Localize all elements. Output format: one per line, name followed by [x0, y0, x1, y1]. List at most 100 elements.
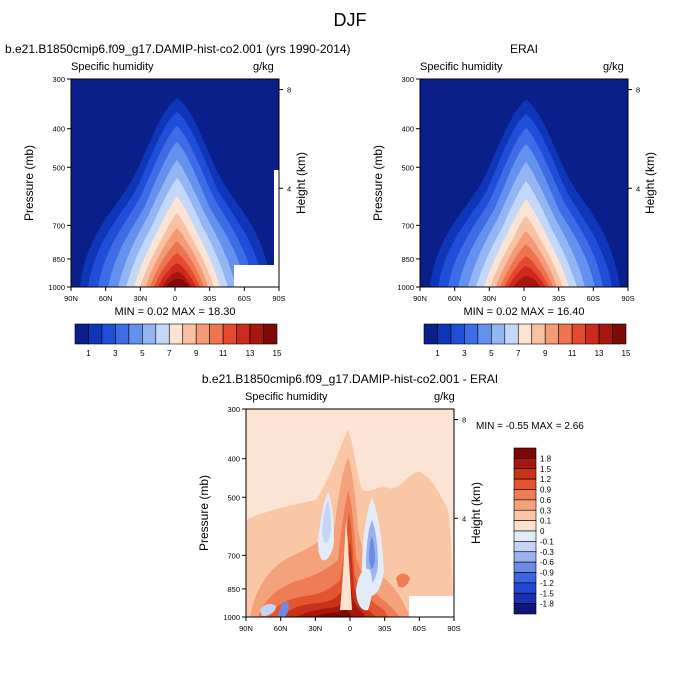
y-tick-label: 1000 [223, 613, 240, 622]
contour-fill [246, 409, 454, 617]
colorbar-swatch [513, 458, 537, 470]
units-label: g/kg [603, 61, 624, 73]
colorbar-swatch [513, 447, 537, 459]
colorbar-label: -0.9 [540, 569, 554, 578]
contour-fill [420, 79, 628, 287]
colorbar-swatch [513, 520, 537, 532]
colorbar-swatch [513, 468, 537, 480]
units-label: g/kg [434, 391, 455, 403]
colorbar-label: 9 [194, 349, 199, 358]
colorbar-label: 0 [540, 527, 545, 536]
y2-tick-label: 4 [462, 514, 466, 523]
x-tick-label: 90N [64, 294, 78, 303]
colorbar-swatch [513, 499, 537, 511]
colorbar-label: 9 [543, 349, 548, 358]
contour-band [369, 536, 375, 569]
y-tick-label: 400 [401, 125, 414, 134]
colorbar-label: 11 [219, 349, 228, 358]
y-tick-label: 1000 [397, 283, 414, 292]
y-tick-label: 850 [401, 255, 414, 264]
y-tick-label: 300 [227, 405, 240, 414]
colorbar-label: 1.5 [540, 465, 552, 474]
contour-band [166, 279, 189, 287]
colorbar-label: 7 [167, 349, 172, 358]
colorbar-label: 7 [516, 349, 521, 358]
units-label: g/kg [253, 61, 274, 73]
x-tick-label: 30N [133, 294, 147, 303]
colorbar-label: 13 [246, 349, 255, 358]
y-tick-label: 850 [227, 585, 240, 594]
y2-axis-title: Height (km) [643, 152, 657, 214]
y2-tick-label: 4 [287, 184, 291, 193]
colorbar-label: -1.8 [540, 600, 554, 609]
y-tick-label: 500 [52, 163, 65, 172]
colorbar-label: 1 [86, 349, 91, 358]
x-tick-label: 60S [238, 294, 251, 303]
x-tick-label: 60S [413, 624, 426, 633]
colorbar-swatch [513, 592, 537, 604]
field-label: Specific humidity [420, 61, 503, 73]
colorbar-label: 1.8 [540, 454, 552, 463]
stats-label: MIN = -0.55 MAX = 2.66 [476, 421, 584, 432]
colorbar-label: 1.2 [540, 475, 552, 484]
field-label: Specific humidity [245, 391, 328, 403]
x-tick-label: 90S [621, 294, 634, 303]
y-tick-label: 700 [401, 221, 414, 230]
colorbar-label: 5 [489, 349, 494, 358]
x-tick-label: 30N [308, 624, 322, 633]
panel-title: b.e21.B1850cmip6.f09_g17.DAMIP-hist-co2.… [5, 42, 351, 56]
stats-label: MIN = 0.02 MAX = 18.30 [114, 306, 236, 318]
contour-band [513, 276, 540, 287]
y-axis-title: Pressure (mb) [371, 145, 385, 221]
y-tick-label: 500 [227, 493, 240, 502]
contour-fill [71, 79, 279, 287]
x-tick-label: 0 [173, 294, 177, 303]
x-tick-label: 60N [274, 624, 288, 633]
colorbar-swatch [513, 561, 537, 573]
y2-tick-label: 8 [287, 86, 291, 95]
x-tick-label: 90N [413, 294, 427, 303]
stats-label: MIN = 0.02 MAX = 16.40 [463, 306, 585, 318]
x-tick-label: 0 [348, 624, 352, 633]
colorbar-label: -0.1 [540, 537, 554, 546]
colorbar-swatch [513, 509, 537, 521]
colorbar-label: 0.1 [540, 517, 552, 526]
panel-title: b.e21.B1850cmip6.f09_g17.DAMIP-hist-co2.… [201, 372, 499, 386]
colorbar-label: 0.3 [540, 506, 552, 515]
x-tick-label: 60N [99, 294, 113, 303]
x-tick-label: 90S [447, 624, 460, 633]
y-tick-label: 500 [401, 163, 414, 172]
colorbar-label: 3 [462, 349, 467, 358]
contour-band [314, 609, 352, 617]
colorbar-swatch [513, 582, 537, 594]
y-tick-label: 1000 [48, 283, 65, 292]
missing-data [274, 170, 279, 265]
x-tick-label: 30N [482, 294, 496, 303]
y2-axis-title: Height (km) [294, 152, 308, 214]
colorbar-swatch [513, 489, 537, 501]
contour-band [260, 603, 276, 616]
y-axis-title: Pressure (mb) [22, 145, 36, 221]
y-tick-label: 700 [227, 551, 240, 560]
colorbar-label: -0.6 [540, 558, 554, 567]
colorbar-label: 1 [435, 349, 440, 358]
colorbar-swatch [263, 323, 278, 345]
contour-band [322, 500, 331, 543]
colorbar-label: 0.9 [540, 486, 552, 495]
colorbar-swatch [513, 572, 537, 584]
panel-title: ERAI [509, 42, 538, 56]
missing-data [234, 265, 279, 287]
y-tick-label: 400 [52, 125, 65, 134]
y2-axis-title: Height (km) [469, 482, 483, 544]
colorbar-swatch [612, 323, 627, 345]
contour-band [278, 601, 289, 617]
y-tick-label: 700 [52, 221, 65, 230]
y-tick-label: 400 [227, 455, 240, 464]
colorbar-label: 3 [113, 349, 118, 358]
y2-tick-label: 8 [462, 416, 466, 425]
y-tick-label: 300 [401, 75, 414, 84]
